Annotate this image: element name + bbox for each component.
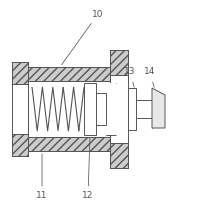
Bar <box>28 137 110 151</box>
Bar <box>28 67 110 151</box>
Text: 12: 12 <box>82 138 94 201</box>
Bar <box>106 83 116 135</box>
Bar <box>84 83 96 135</box>
Bar <box>136 100 152 118</box>
Bar <box>29 81 109 137</box>
Bar <box>12 134 28 156</box>
Text: 11: 11 <box>36 154 48 201</box>
Bar <box>96 93 106 125</box>
Bar <box>12 62 28 156</box>
Bar <box>110 50 128 75</box>
Bar <box>128 88 136 130</box>
Bar <box>12 62 28 84</box>
Text: 13: 13 <box>124 67 136 87</box>
Bar <box>12 62 28 84</box>
Bar <box>28 67 110 81</box>
Polygon shape <box>152 88 165 128</box>
Bar <box>110 50 128 168</box>
Bar <box>28 137 110 151</box>
Text: 10: 10 <box>62 9 104 65</box>
Bar <box>28 67 110 81</box>
Bar <box>12 134 28 156</box>
Bar <box>110 50 128 75</box>
Bar <box>110 143 128 168</box>
Bar <box>110 143 128 168</box>
Text: 14: 14 <box>144 67 156 87</box>
